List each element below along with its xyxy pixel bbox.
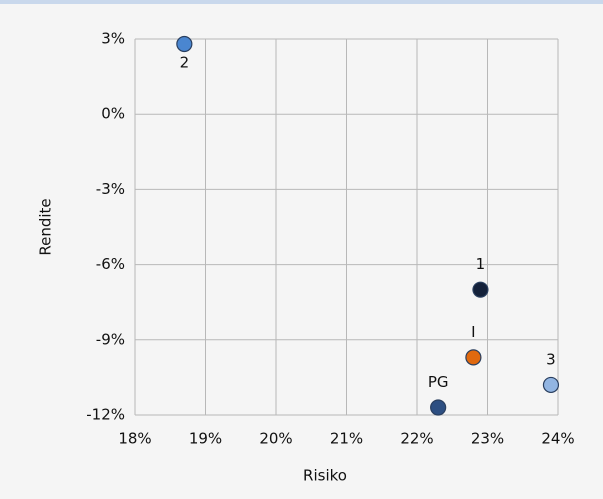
- x-tick-label: 18%: [118, 430, 151, 448]
- point: [176, 35, 193, 53]
- x-tick-label: 21%: [330, 430, 363, 448]
- y-tick-label: -6%: [96, 255, 125, 273]
- y-tick-label: -3%: [96, 180, 125, 198]
- x-tick-label: 22%: [400, 430, 433, 448]
- x-tick-label: 24%: [541, 430, 574, 448]
- point: [472, 281, 489, 298]
- point: [430, 399, 447, 416]
- point: [542, 376, 560, 394]
- x-tick-label: 20%: [259, 430, 292, 448]
- y-tick-label: 3%: [101, 30, 125, 48]
- point-label: I: [471, 323, 475, 341]
- x-tick-label: 19%: [189, 430, 222, 448]
- top-border: [0, 0, 603, 4]
- point-label: 1: [476, 255, 486, 273]
- y-tick-label: 0%: [101, 105, 125, 123]
- point-label: 2: [180, 54, 190, 72]
- y-tick-label: -12%: [86, 406, 125, 424]
- point-label: PG: [428, 373, 449, 391]
- x-tick-label: 23%: [471, 430, 504, 448]
- point-label: 3: [546, 350, 556, 368]
- y-axis-label: Rendite: [37, 198, 55, 255]
- y-tick-label: -9%: [96, 330, 125, 348]
- point: [465, 349, 482, 366]
- x-axis-label: Risiko: [303, 467, 347, 485]
